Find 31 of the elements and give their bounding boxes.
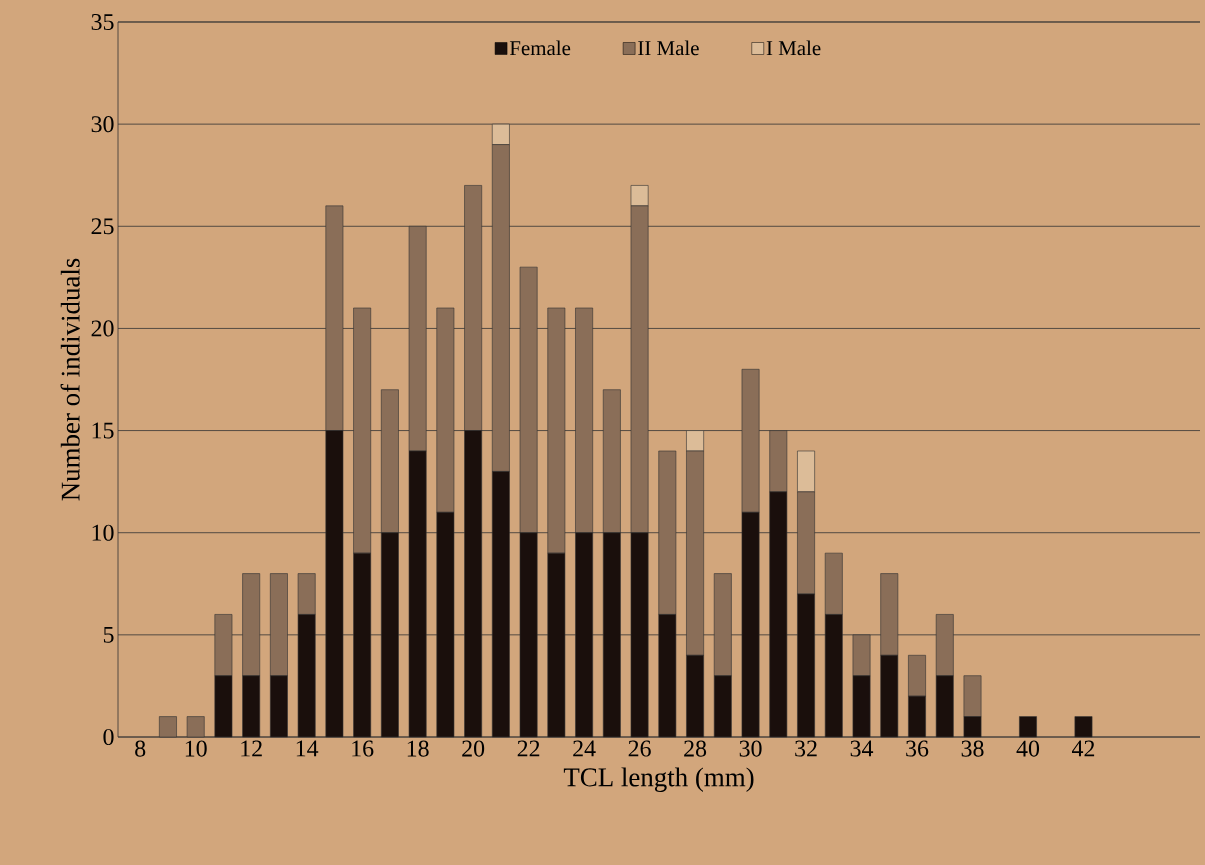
legend-label: II Male <box>638 40 699 56</box>
x-tick-label: 34 <box>850 740 874 757</box>
x-tick-label: 36 <box>906 740 929 757</box>
x-axis-title: TCL length (mm) <box>563 767 754 792</box>
x-tick-label: 32 <box>795 740 817 757</box>
y-tick-label: 15 <box>92 422 114 439</box>
x-tick-label: 14 <box>296 740 319 757</box>
x-tick-label: 26 <box>628 740 651 757</box>
legend-label: I Male <box>766 40 821 56</box>
y-tick-label: 0 <box>103 728 114 746</box>
y-tick-label: 10 <box>92 524 114 541</box>
y-tick-label: 35 <box>91 13 114 31</box>
legend-label: Female <box>509 40 571 56</box>
x-tick-label: 42 <box>1071 740 1095 757</box>
x-tick-label: 10 <box>185 740 207 757</box>
y-axis-title: Number of individuals <box>60 258 80 501</box>
x-tick-label: 16 <box>352 740 374 757</box>
y-tick-label: 25 <box>91 218 114 235</box>
x-tick-label: 40 <box>1016 740 1040 757</box>
y-tick-label: 20 <box>91 320 114 337</box>
x-tick-label: 18 <box>407 740 429 757</box>
x-tick-label: 22 <box>517 740 540 757</box>
x-tick-label: 28 <box>684 740 707 757</box>
x-tick-label: 8 <box>135 740 146 757</box>
x-tick-label: 24 <box>573 740 596 757</box>
y-tick-label: 30 <box>91 116 114 133</box>
x-tick-label: 30 <box>739 740 762 757</box>
x-tick-label: 38 <box>961 740 984 757</box>
x-tick-label: 12 <box>241 740 262 757</box>
y-tick-label: 5 <box>103 626 114 643</box>
x-tick-label: 20 <box>462 740 485 757</box>
